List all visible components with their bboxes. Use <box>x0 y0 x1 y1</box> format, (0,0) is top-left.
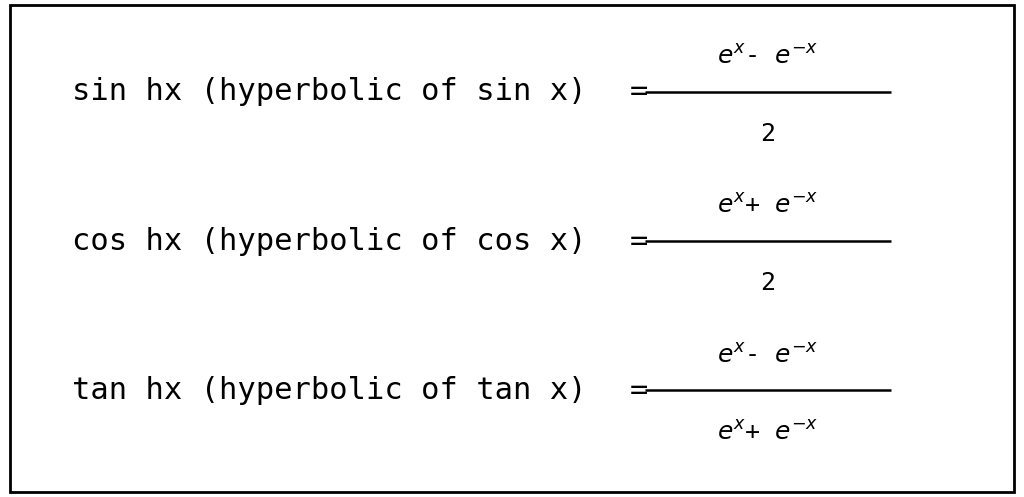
Text: $e^{x}$- $e^{-x}$: $e^{x}$- $e^{-x}$ <box>718 45 818 69</box>
Text: cos hx (hyperbolic of cos x): cos hx (hyperbolic of cos x) <box>72 227 586 255</box>
Text: $e^{x}$- $e^{-x}$: $e^{x}$- $e^{-x}$ <box>718 343 818 367</box>
Text: 2: 2 <box>761 271 775 295</box>
Text: =: = <box>630 78 648 106</box>
Text: $e^{x}$+ $e^{-x}$: $e^{x}$+ $e^{-x}$ <box>718 194 818 218</box>
Text: $e^{x}$+ $e^{-x}$: $e^{x}$+ $e^{-x}$ <box>718 420 818 444</box>
Text: =: = <box>630 227 648 255</box>
Text: tan hx (hyperbolic of tan x): tan hx (hyperbolic of tan x) <box>72 376 586 405</box>
Text: =: = <box>630 376 648 405</box>
FancyBboxPatch shape <box>10 5 1014 492</box>
Text: 2: 2 <box>761 122 775 146</box>
Text: sin hx (hyperbolic of sin x): sin hx (hyperbolic of sin x) <box>72 78 586 106</box>
